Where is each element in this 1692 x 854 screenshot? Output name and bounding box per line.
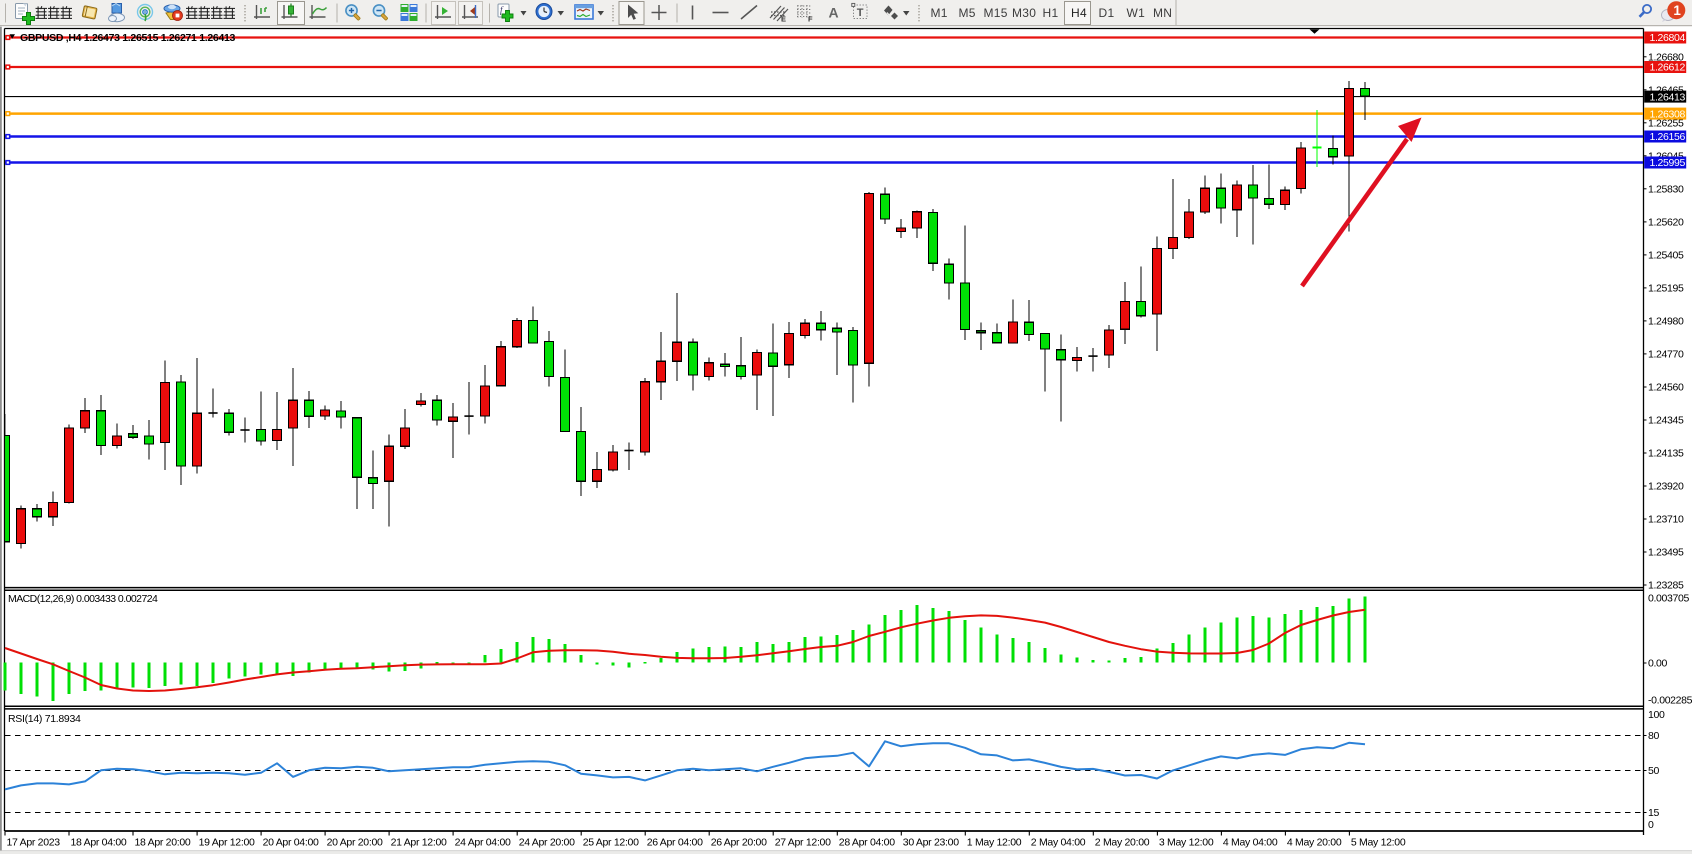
svg-text:E: E — [781, 15, 786, 24]
svg-text:1.25830: 1.25830 — [1648, 184, 1684, 196]
svg-text:28 Apr 04:00: 28 Apr 04:00 — [839, 837, 895, 849]
svg-text:26 Apr 20:00: 26 Apr 20:00 — [711, 837, 767, 849]
svg-text:1.26413: 1.26413 — [1650, 91, 1686, 103]
svg-text:1.23495: 1.23495 — [1648, 547, 1684, 559]
svg-text:1 May 12:00: 1 May 12:00 — [967, 837, 1022, 849]
svg-text:80: 80 — [1648, 730, 1659, 742]
svg-text:27 Apr 12:00: 27 Apr 12:00 — [775, 837, 831, 849]
svg-text:25 Apr 12:00: 25 Apr 12:00 — [583, 837, 639, 849]
svg-text:2 May 20:00: 2 May 20:00 — [1095, 837, 1150, 849]
svg-text:f: f — [500, 5, 504, 15]
svg-text:1.25405: 1.25405 — [1648, 250, 1684, 262]
svg-text:1.23710: 1.23710 — [1648, 514, 1684, 526]
svg-text:4 May 04:00: 4 May 04:00 — [1223, 837, 1278, 849]
svg-text:1.24345: 1.24345 — [1648, 415, 1684, 427]
svg-text:18 Apr 04:00: 18 Apr 04:00 — [71, 837, 127, 849]
svg-text:1.26804: 1.26804 — [1650, 32, 1686, 44]
svg-text:1.24980: 1.24980 — [1648, 316, 1684, 328]
svg-text:1.24135: 1.24135 — [1648, 448, 1684, 460]
svg-text:F: F — [808, 15, 813, 24]
svg-text:1.24770: 1.24770 — [1648, 349, 1684, 361]
svg-text:T: T — [857, 7, 864, 19]
svg-text:D1: D1 — [1099, 6, 1115, 20]
svg-text:18 Apr 20:00: 18 Apr 20:00 — [135, 837, 191, 849]
svg-text:1.23920: 1.23920 — [1648, 481, 1684, 493]
svg-text:26 Apr 04:00: 26 Apr 04:00 — [647, 837, 703, 849]
svg-text:21 Apr 12:00: 21 Apr 12:00 — [391, 837, 447, 849]
svg-text:15: 15 — [1648, 807, 1659, 819]
svg-text:-0.002285: -0.002285 — [1648, 695, 1692, 707]
svg-text:GBPUSD ,H4 1.26473 1.26515 1.: GBPUSD ,H4 1.26473 1.26515 1.26271 1.264… — [20, 32, 236, 44]
svg-text:0: 0 — [1648, 819, 1654, 831]
svg-text:1.26156: 1.26156 — [1650, 131, 1686, 143]
svg-text:H1: H1 — [1043, 6, 1059, 20]
svg-text:30 Apr 23:00: 30 Apr 23:00 — [903, 837, 959, 849]
svg-text:1: 1 — [1673, 3, 1681, 18]
svg-text:MN: MN — [1153, 6, 1172, 20]
svg-text:1.26255: 1.26255 — [1648, 118, 1684, 130]
svg-text:M15: M15 — [984, 6, 1008, 20]
svg-text:A: A — [829, 5, 839, 21]
svg-text:1.26612: 1.26612 — [1650, 62, 1686, 74]
svg-text:100: 100 — [1648, 709, 1665, 721]
svg-text:1.25620: 1.25620 — [1648, 217, 1684, 229]
svg-text:0.00: 0.00 — [1648, 658, 1668, 670]
svg-text:17 Apr 2023: 17 Apr 2023 — [7, 837, 61, 849]
svg-text:W1: W1 — [1127, 6, 1146, 20]
svg-text:1.24560: 1.24560 — [1648, 382, 1684, 394]
svg-text:MACD(12,26,9) 0.003433 0.00272: MACD(12,26,9) 0.003433 0.002724 — [8, 593, 158, 605]
svg-text:19 Apr 12:00: 19 Apr 12:00 — [199, 837, 255, 849]
svg-text:5 May 12:00: 5 May 12:00 — [1351, 837, 1406, 849]
svg-text:1.25995: 1.25995 — [1650, 157, 1686, 169]
svg-text:24 Apr 04:00: 24 Apr 04:00 — [455, 837, 511, 849]
svg-text:0.003705: 0.003705 — [1648, 593, 1690, 605]
svg-text:20 Apr 20:00: 20 Apr 20:00 — [327, 837, 383, 849]
svg-text:1.26308: 1.26308 — [1650, 108, 1686, 120]
svg-text:1.26680: 1.26680 — [1648, 52, 1684, 64]
svg-text:1.23285: 1.23285 — [1648, 580, 1684, 592]
svg-text:4 May 20:00: 4 May 20:00 — [1287, 837, 1342, 849]
svg-text:H4: H4 — [1071, 6, 1087, 20]
svg-text:20 Apr 04:00: 20 Apr 04:00 — [263, 837, 319, 849]
svg-text:M30: M30 — [1012, 6, 1036, 20]
svg-text:1.25195: 1.25195 — [1648, 283, 1684, 295]
svg-text:2 May 04:00: 2 May 04:00 — [1031, 837, 1086, 849]
svg-text:M5: M5 — [959, 6, 976, 20]
svg-text:RSI(14) 71.8934: RSI(14) 71.8934 — [8, 713, 81, 725]
svg-text:M1: M1 — [931, 6, 948, 20]
svg-text:3 May 12:00: 3 May 12:00 — [1159, 837, 1214, 849]
svg-text:50: 50 — [1648, 765, 1659, 777]
svg-text:24 Apr 20:00: 24 Apr 20:00 — [519, 837, 575, 849]
